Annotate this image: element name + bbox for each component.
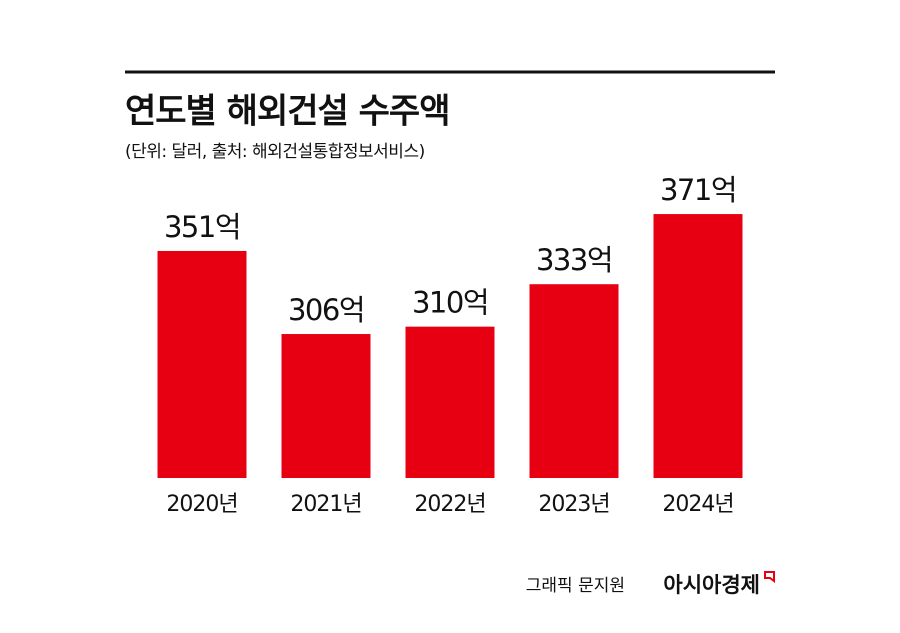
x-tick-label: 2020년 [166,492,237,517]
bar [281,334,371,478]
x-tick-label: 2022년 [414,492,485,517]
x-tick-label: 2021년 [290,492,361,517]
value-label: 333억 [536,243,612,277]
value-label: 310억 [412,286,488,320]
bar [405,326,495,478]
chart-title: 연도별 해외건설 수주액 [125,92,449,132]
chart-subtitle: (단위: 달러, 출처: 해외건설통합정보서비스) [125,142,425,162]
value-label: 371억 [660,173,736,207]
value-label: 351억 [164,210,240,244]
bar [157,250,247,478]
credit: 그래픽 문지원 [526,576,625,596]
brand: 아시아경제 [663,573,760,597]
brand-icon [764,571,775,583]
bar [653,214,743,478]
x-tick-label: 2023년 [538,492,609,517]
value-label: 306억 [288,293,364,327]
x-tick-label: 2024년 [662,492,733,517]
bar [529,284,619,478]
